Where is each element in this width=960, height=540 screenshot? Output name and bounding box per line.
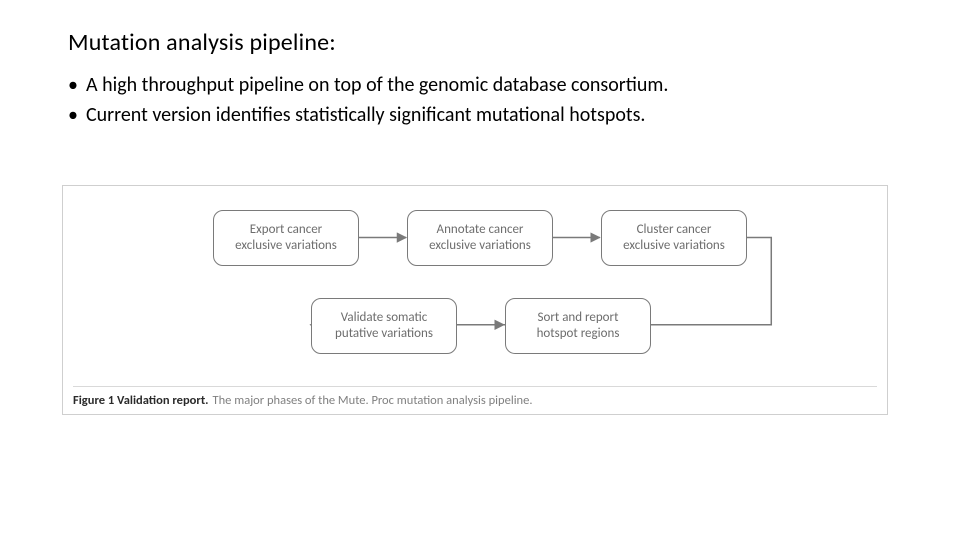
flowchart-node: Export cancerexclusive variations xyxy=(213,210,359,266)
flowchart-node: Validate somaticputative variations xyxy=(311,298,457,354)
bullet-dot-icon: • xyxy=(68,70,86,100)
figure-caption-text: The major phases of the Mute. Proc mutat… xyxy=(213,393,533,408)
list-item: • A high throughput pipeline on top of t… xyxy=(68,70,668,100)
flowchart-node: Annotate cancerexclusive variations xyxy=(407,210,553,266)
page-title: Mutation analysis pipeline: xyxy=(68,28,336,57)
bullet-text: A high throughput pipeline on top of the… xyxy=(86,70,668,100)
list-item: • Current version identifies statistical… xyxy=(68,100,668,130)
figure-caption: Figure 1 Validation report. The major pha… xyxy=(73,386,877,408)
flowchart-node: Cluster cancerexclusive variations xyxy=(601,210,747,266)
bullet-text: Current version identifies statistically… xyxy=(86,100,645,130)
bullet-dot-icon: • xyxy=(68,100,86,130)
slide: Mutation analysis pipeline: • A high thr… xyxy=(0,0,960,540)
flowchart-node: Sort and reporthotspot regions xyxy=(505,298,651,354)
figure-panel: Export cancerexclusive variations Annotat… xyxy=(62,185,888,415)
bullet-list: • A high throughput pipeline on top of t… xyxy=(68,70,668,130)
flowchart: Export cancerexclusive variations Annotat… xyxy=(63,186,887,414)
figure-caption-lead: Figure 1 Validation report. xyxy=(73,393,209,408)
